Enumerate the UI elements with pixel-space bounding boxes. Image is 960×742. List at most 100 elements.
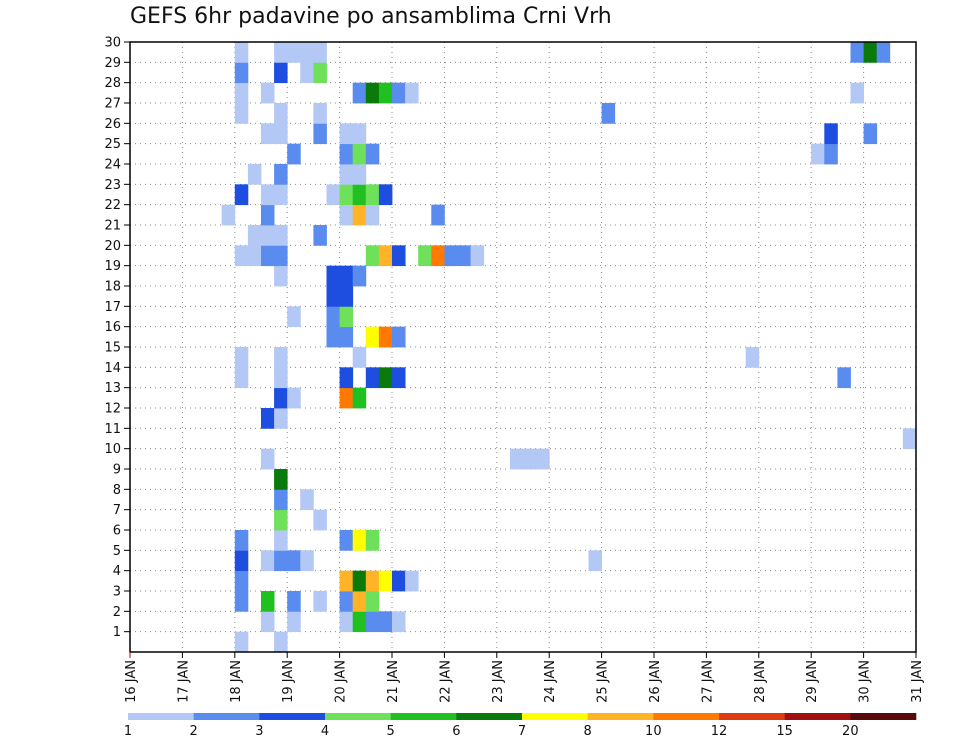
legend-swatch (719, 713, 785, 720)
heatmap-cell (902, 428, 917, 450)
heatmap-cell (745, 347, 760, 368)
heatmap-cell (234, 570, 249, 592)
heatmap-cell (365, 611, 380, 633)
heatmap-cell (247, 245, 262, 267)
heatmap-cell (313, 509, 327, 531)
heatmap-cell (365, 143, 380, 165)
heatmap-cell (287, 306, 301, 328)
heatmap-cell (470, 245, 485, 267)
heatmap-cell (352, 143, 367, 165)
y-tick-label: 15 (104, 341, 121, 356)
heatmap-cell (837, 367, 851, 389)
color-legend: 1 2 3 4 5 6 7 8 10 12 15 20 (124, 713, 917, 739)
x-tick-label: 17 JAN (176, 660, 191, 703)
x-tick-label: 16 JAN (124, 660, 139, 703)
heatmap-cell (234, 550, 249, 572)
heatmap-cell (365, 326, 380, 348)
heatmap-cell (287, 550, 301, 572)
heatmap-cell (261, 448, 275, 470)
heatmap-cell (339, 591, 354, 612)
y-tick-label: 8 (113, 483, 121, 498)
y-tick-label: 27 (104, 97, 121, 112)
heatmap-cell (378, 184, 393, 206)
heatmap-cell (300, 42, 314, 63)
heatmap-cell (850, 82, 864, 104)
heatmap-cell (300, 62, 314, 84)
heatmap-cell (234, 62, 249, 84)
heatmap-cell (339, 265, 354, 287)
x-tick-label: 29 JAN (805, 660, 820, 703)
heatmap-cell (234, 184, 249, 206)
legend-swatch (850, 713, 917, 720)
heatmap-cell (234, 347, 249, 368)
y-tick-label: 26 (104, 117, 121, 132)
heatmap-cell (287, 591, 301, 612)
heatmap-cell (274, 245, 288, 267)
x-tick-label: 18 JAN (229, 660, 244, 703)
legend-label: 3 (255, 724, 263, 739)
heatmap-cell (352, 347, 367, 368)
y-tick-label: 19 (104, 259, 121, 274)
chart-title: GEFS 6hr padavine po ansamblima Crni Vrh (130, 4, 612, 29)
legend-label: 4 (321, 724, 329, 739)
heatmap-cell (261, 245, 275, 267)
heatmap-cell (274, 408, 288, 429)
heatmap-cell (339, 184, 354, 206)
heatmap-cell (339, 286, 354, 307)
heatmap-cell (405, 82, 419, 104)
legend-label: 6 (452, 724, 460, 739)
x-tick-label: 25 JAN (596, 660, 611, 703)
heatmap-cell (444, 245, 458, 267)
heatmap-cell (392, 326, 406, 348)
heatmap-cell (261, 611, 275, 633)
heatmap-cell (326, 265, 340, 287)
heatmap-cell (326, 306, 340, 328)
heatmap-cell (352, 82, 367, 104)
legend-swatch (390, 713, 457, 720)
heatmap-cell (326, 184, 340, 206)
y-tick-label: 25 (104, 137, 121, 152)
heatmap-cell (378, 326, 393, 348)
heatmap-cell (234, 631, 249, 653)
heatmap-cell (863, 123, 878, 145)
heatmap-cell (392, 367, 406, 389)
heatmap-cell (300, 489, 314, 511)
heatmap-cell (352, 123, 367, 145)
heatmap-cell (876, 42, 891, 63)
heatmap-cell (392, 245, 406, 267)
heatmap-cell (313, 103, 327, 124)
heatmap-cell (378, 245, 393, 267)
heatmap-cell (221, 204, 236, 226)
heatmap-cell (287, 611, 301, 633)
y-tick-label: 11 (104, 422, 121, 437)
heatmap-cell (313, 62, 327, 84)
heatmap-cell (274, 469, 288, 490)
heatmap-cell (287, 387, 301, 409)
y-tick-label: 7 (113, 503, 121, 518)
legend-swatch (325, 713, 391, 720)
x-tick-label: 21 JAN (386, 660, 401, 703)
heatmap-cell (274, 103, 288, 124)
x-tick-label: 24 JAN (543, 660, 558, 703)
heatmap-cell (274, 225, 288, 246)
heatmap-cell (365, 204, 380, 226)
heatmap-cell (431, 204, 445, 226)
y-tick-label: 29 (104, 56, 121, 71)
legend-label: 1 (124, 724, 132, 739)
legend-swatch (653, 713, 720, 720)
heatmap-cell (274, 631, 288, 653)
x-tick-label: 20 JAN (334, 660, 349, 703)
heatmap-cell (365, 82, 380, 104)
x-tick-label: 19 JAN (281, 660, 296, 703)
y-tick-label: 16 (104, 320, 121, 335)
heatmap-cell (365, 245, 380, 267)
y-tick-label: 24 (104, 158, 121, 173)
heatmap-cell (824, 123, 838, 145)
heatmap-cell (234, 42, 249, 63)
heatmap-cell (523, 448, 537, 470)
heatmap-cell (261, 225, 275, 246)
heatmap-cell (326, 286, 340, 307)
heatmap-cell (352, 591, 367, 612)
heatmap-cell (274, 265, 288, 287)
y-axis: 1234567891011121314151617181920212223242… (104, 36, 130, 640)
